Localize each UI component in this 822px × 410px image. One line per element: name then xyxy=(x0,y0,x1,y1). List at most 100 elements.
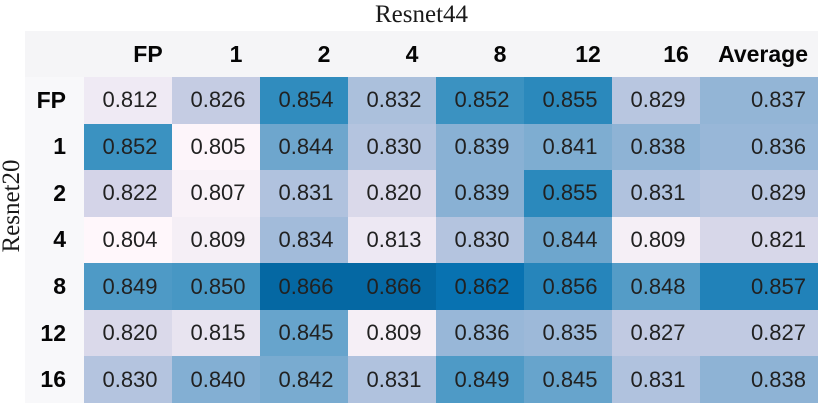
column-header-1: 1 xyxy=(172,31,260,77)
heatmap-cell-text: 0.836 xyxy=(454,320,510,346)
heatmap-cell: 0.827 xyxy=(612,309,700,357)
heatmap-cell: 0.827 xyxy=(700,309,818,357)
row-header-8-text: 8 xyxy=(53,273,66,300)
heatmap-cell: 0.849 xyxy=(84,263,172,310)
heatmap-cell: 0.844 xyxy=(260,123,348,171)
column-header-8: 8 xyxy=(436,31,524,77)
heatmap-cell: 0.831 xyxy=(260,170,348,217)
heatmap-cell: 0.809 xyxy=(612,216,700,264)
heatmap-cell: 0.850 xyxy=(172,263,260,310)
column-header-average-text: Average xyxy=(718,40,808,67)
heatmap-cell-text: 0.837 xyxy=(750,87,806,113)
heatmap-cell: 0.836 xyxy=(700,123,818,171)
heatmap-cell-text: 0.855 xyxy=(542,180,598,206)
row-header-2: 2 xyxy=(25,170,84,217)
heatmap-cell-text: 0.845 xyxy=(542,366,598,392)
heatmap-cell-text: 0.820 xyxy=(366,180,422,206)
row-header-1-text: 1 xyxy=(53,133,66,160)
heatmap-cell-text: 0.844 xyxy=(278,133,334,159)
heatmap-cell: 0.866 xyxy=(260,263,348,310)
heatmap-cell: 0.830 xyxy=(84,356,172,403)
heatmap-cell: 0.821 xyxy=(700,216,818,264)
heatmap-cell: 0.836 xyxy=(436,309,524,357)
heatmap-cell-text: 0.813 xyxy=(366,226,422,252)
heatmap-cell: 0.807 xyxy=(172,170,260,217)
heatmap-cell: 0.855 xyxy=(524,77,612,124)
heatmap-cell-text: 0.809 xyxy=(366,320,422,346)
heatmap-cell: 0.830 xyxy=(436,216,524,264)
row-header-1: 1 xyxy=(25,123,84,171)
heatmap-cell: 0.835 xyxy=(524,309,612,357)
heatmap-cell: 0.838 xyxy=(700,356,818,403)
heatmap-cell-text: 0.850 xyxy=(190,273,246,299)
heatmap-cell-text: 0.844 xyxy=(542,226,598,252)
heatmap-cell: 0.831 xyxy=(612,356,700,403)
heatmap-cell: 0.829 xyxy=(700,170,818,217)
column-header-4-text: 4 xyxy=(405,40,419,67)
heatmap-cell-text: 0.839 xyxy=(454,180,510,206)
heatmap-cell-text: 0.827 xyxy=(630,320,686,346)
heatmap-cell-text: 0.807 xyxy=(190,180,246,206)
heatmap-cell: 0.831 xyxy=(612,170,700,217)
heatmap-cell-text: 0.836 xyxy=(750,133,806,159)
corner-cell xyxy=(25,31,84,77)
column-header-16: 16 xyxy=(612,31,700,77)
column-header-4: 4 xyxy=(348,31,436,77)
heatmap-cell-text: 0.809 xyxy=(190,226,246,252)
row-header-16-text: 16 xyxy=(40,366,66,393)
heatmap-cell-text: 0.805 xyxy=(190,133,246,159)
heatmap-cell: 0.840 xyxy=(172,356,260,403)
column-header-2-text: 2 xyxy=(317,40,331,67)
heatmap-cell: 0.809 xyxy=(348,309,436,357)
heatmap-cell-text: 0.849 xyxy=(454,366,510,392)
heatmap-cell: 0.845 xyxy=(524,356,612,403)
column-header-average: Average xyxy=(700,31,818,77)
heatmap-cell-text: 0.857 xyxy=(750,273,806,299)
heatmap-table: FP 1 2 4 8 12 16 Average FP 0.812 0.826 0.854 0.832 0… xyxy=(25,31,818,403)
heatmap-cell: 0.845 xyxy=(260,309,348,357)
row-header-8: 8 xyxy=(25,263,84,310)
heatmap-cell: 0.834 xyxy=(260,216,348,264)
heatmap-cell: 0.805 xyxy=(172,123,260,171)
row-header-fp-text: FP xyxy=(36,86,66,113)
y-axis-label: Resnet20 xyxy=(0,159,25,253)
heatmap-cell: 0.842 xyxy=(260,356,348,403)
row-header-fp: FP xyxy=(25,77,84,124)
heatmap-cell-text: 0.820 xyxy=(102,320,158,346)
heatmap-cell: 0.857 xyxy=(700,263,818,310)
row-header-4-text: 4 xyxy=(53,226,66,253)
heatmap-cell-text: 0.827 xyxy=(750,320,806,346)
heatmap-cell-text: 0.831 xyxy=(630,180,686,206)
heatmap-cell-text: 0.845 xyxy=(278,320,334,346)
heatmap-cell: 0.866 xyxy=(348,263,436,310)
heatmap-cell: 0.830 xyxy=(348,123,436,171)
heatmap-cell-text: 0.822 xyxy=(102,180,158,206)
heatmap-cell-text: 0.815 xyxy=(190,320,246,346)
row-header-12: 12 xyxy=(25,309,84,357)
heatmap-cell-text: 0.866 xyxy=(278,273,334,299)
heatmap-cell-text: 0.838 xyxy=(630,133,686,159)
heatmap-cell: 0.839 xyxy=(436,123,524,171)
heatmap-cell: 0.829 xyxy=(612,77,700,124)
heatmap-cell-text: 0.830 xyxy=(454,226,510,252)
heatmap-cell: 0.820 xyxy=(84,309,172,357)
heatmap-cell-text: 0.804 xyxy=(102,226,158,252)
heatmap-cell: 0.804 xyxy=(84,216,172,264)
heatmap-cell-text: 0.862 xyxy=(454,273,510,299)
column-header-12-text: 12 xyxy=(575,40,601,67)
heatmap-cell-text: 0.866 xyxy=(366,273,422,299)
row-header-16: 16 xyxy=(25,356,84,403)
heatmap-cell: 0.820 xyxy=(348,170,436,217)
column-header-1-text: 1 xyxy=(229,40,243,67)
heatmap-cell: 0.854 xyxy=(260,77,348,124)
heatmap-cell: 0.809 xyxy=(172,216,260,264)
heatmap-cell-text: 0.831 xyxy=(630,366,686,392)
heatmap-cell: 0.822 xyxy=(84,170,172,217)
heatmap-cell-text: 0.849 xyxy=(102,273,158,299)
heatmap-cell-text: 0.856 xyxy=(542,273,598,299)
heatmap-cell: 0.831 xyxy=(348,356,436,403)
column-header-fp-text: FP xyxy=(133,40,163,67)
heatmap-cell: 0.855 xyxy=(524,170,612,217)
heatmap-cell-text: 0.842 xyxy=(278,366,334,392)
column-header-16-text: 16 xyxy=(663,40,689,67)
